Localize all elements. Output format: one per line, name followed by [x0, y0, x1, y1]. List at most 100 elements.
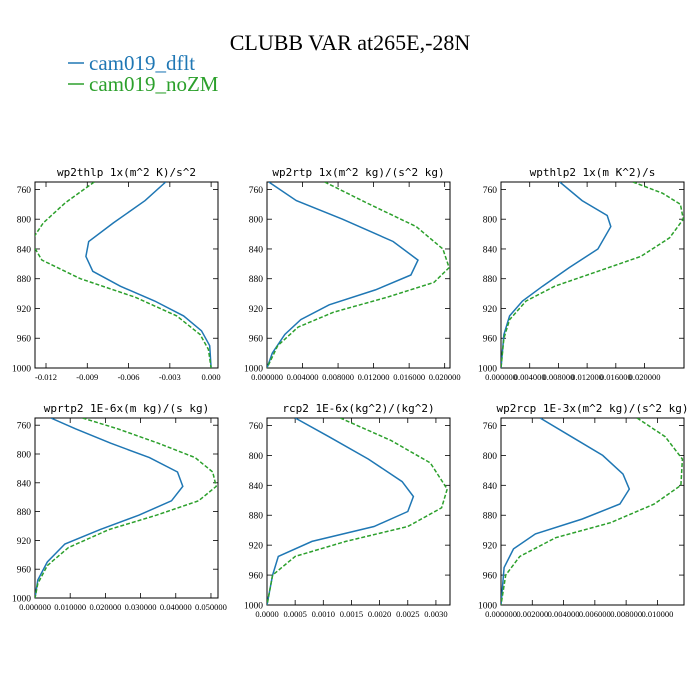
x-tick-label: 0.000	[202, 372, 221, 382]
x-tick-label: 0.002000	[516, 609, 548, 619]
x-tick-label: 0.008000	[322, 372, 354, 382]
legend: cam019_dflt cam019_noZM	[68, 51, 219, 96]
y-tick-label: 760	[483, 422, 498, 432]
plot-frame	[34, 181, 219, 369]
y-tick-label: 1000	[478, 365, 497, 375]
x-tick-label: 0.000000	[485, 372, 517, 382]
y-tick-label: 800	[249, 452, 264, 462]
x-tick-label: -0.006	[118, 372, 140, 382]
y-tick-label: 760	[17, 186, 32, 196]
plot-frame	[500, 417, 685, 606]
series-line-dflt	[85, 182, 212, 368]
y-tick-label: 800	[249, 216, 264, 226]
series-line-noZM	[35, 182, 212, 368]
x-tick-label: 0.010000	[641, 609, 673, 619]
y-tick-label: 960	[249, 572, 264, 582]
series-line-dflt	[501, 418, 631, 605]
y-tick-label: 880	[483, 512, 498, 522]
y-tick-label: 920	[17, 305, 32, 315]
panel-title: rcp2 1E-6x(kg^2)/(kg^2)	[282, 402, 434, 415]
panel-title: wp2rtp 1x(m^2 kg)/(s^2 kg)	[272, 166, 444, 179]
y-tick-label: 760	[17, 422, 32, 432]
x-tick-label: -0.009	[76, 372, 98, 382]
x-tick-label: 0.0025	[396, 609, 419, 619]
y-tick-label: 920	[249, 542, 264, 552]
y-tick-label: 800	[483, 216, 498, 226]
x-tick-label: 0.004000	[514, 372, 546, 382]
panel-4: wprtp2 1E-6x(m kg)/(s kg) 760 800 840 880 920…	[12, 402, 227, 612]
x-tick-label: 0.0010	[312, 609, 335, 619]
y-tick-label: 920	[483, 542, 498, 552]
series-line-dflt	[267, 182, 419, 368]
x-tick-label: 0.050000	[195, 602, 227, 612]
y-tick-label: 760	[483, 186, 498, 196]
y-tick-label: 800	[483, 452, 498, 462]
x-tick-label: 0.000000	[485, 609, 517, 619]
plot-frame	[266, 181, 451, 369]
panel-title: wprtp2 1E-6x(m kg)/(s kg)	[44, 402, 210, 415]
plot-frame	[34, 417, 219, 599]
x-tick-label: 0.0015	[340, 609, 363, 619]
figure-title: CLUBB VAR at265E,-28N	[230, 30, 471, 55]
x-tick-label: 0.000000	[251, 372, 283, 382]
x-tick-label: 0.016000	[393, 372, 425, 382]
y-tick-label: 880	[17, 508, 32, 518]
x-tick-label: 0.020000	[89, 602, 121, 612]
x-tick-label: -0.003	[159, 372, 181, 382]
x-tick-label: 0.006000	[579, 609, 611, 619]
y-tick-label: 1000	[12, 365, 31, 375]
y-tick-label: 960	[483, 335, 498, 345]
x-tick-label: 0.008000	[542, 372, 574, 382]
y-tick-label: 1000	[244, 365, 263, 375]
x-tick-label: 0.016000	[600, 372, 632, 382]
x-tick-label: 0.012000	[358, 372, 390, 382]
panel-title: wp2thlp 1x(m^2 K)/s^2	[57, 166, 196, 179]
y-tick-label: 840	[249, 245, 264, 255]
y-tick-label: 960	[17, 335, 32, 345]
x-tick-label: 0.040000	[160, 602, 192, 612]
y-tick-label: 800	[17, 451, 32, 461]
y-tick-label: 840	[483, 482, 498, 492]
panel-1: wp2thlp 1x(m^2 K)/s^2 760 800 840 880 920 960 1…	[12, 166, 221, 382]
legend-label-dflt: cam019_dflt	[89, 51, 195, 75]
y-tick-label: 760	[249, 422, 264, 432]
x-tick-label: 0.004000	[287, 372, 319, 382]
x-tick-label: 0.0020	[368, 609, 391, 619]
y-tick-label: 840	[17, 245, 32, 255]
y-tick-label: 880	[483, 275, 498, 285]
panel-6: wp2rcp 1E-3x(m^2 kg)/(s^2 kg) 760 800 840 88…	[478, 402, 689, 619]
series-line-noZM	[501, 182, 684, 368]
panel-2: wp2rtp 1x(m^2 kg)/(s^2 kg) 760 800 840 880 92…	[244, 166, 461, 382]
y-tick-label: 880	[17, 275, 32, 285]
x-tick-label: 0.010000	[54, 602, 86, 612]
plot-frame	[500, 181, 685, 369]
x-tick-label: 0.004000	[548, 609, 580, 619]
plot-frame	[266, 417, 451, 606]
x-tick-label: -0.012	[35, 372, 57, 382]
y-tick-label: 800	[17, 216, 32, 226]
series-line-noZM	[501, 418, 684, 605]
x-tick-label: 0.0005	[283, 609, 306, 619]
y-tick-label: 880	[249, 512, 264, 522]
x-tick-label: 0.020000	[629, 372, 661, 382]
y-tick-label: 1000	[12, 595, 31, 605]
y-tick-label: 960	[483, 572, 498, 582]
y-tick-label: 880	[249, 275, 264, 285]
series-line-dflt	[35, 418, 184, 598]
y-tick-label: 920	[17, 537, 32, 547]
panels: wp2thlp 1x(m^2 K)/s^2 760 800 840 880 920 960 1…	[12, 166, 689, 619]
legend-label-noZM: cam019_noZM	[89, 72, 219, 96]
x-tick-label: 0.0030	[424, 609, 447, 619]
panel-5: rcp2 1E-6x(kg^2)/(kg^2) 760 800 840 880 920 96…	[244, 402, 451, 619]
y-tick-label: 960	[17, 566, 32, 576]
x-tick-label: 0.030000	[125, 602, 157, 612]
x-tick-label: 0.000000	[19, 602, 51, 612]
series-line-dflt	[501, 182, 612, 368]
panel-title: wp2rcp 1E-3x(m^2 kg)/(s^2 kg)	[496, 402, 688, 415]
y-tick-label: 840	[249, 482, 264, 492]
series-line-noZM	[267, 418, 449, 605]
panel-3: wpthlp2 1x(m K^2)/s 760 800 840 880 920 960 100…	[478, 166, 685, 382]
y-tick-label: 1000	[478, 602, 497, 612]
y-tick-label: 840	[17, 479, 32, 489]
